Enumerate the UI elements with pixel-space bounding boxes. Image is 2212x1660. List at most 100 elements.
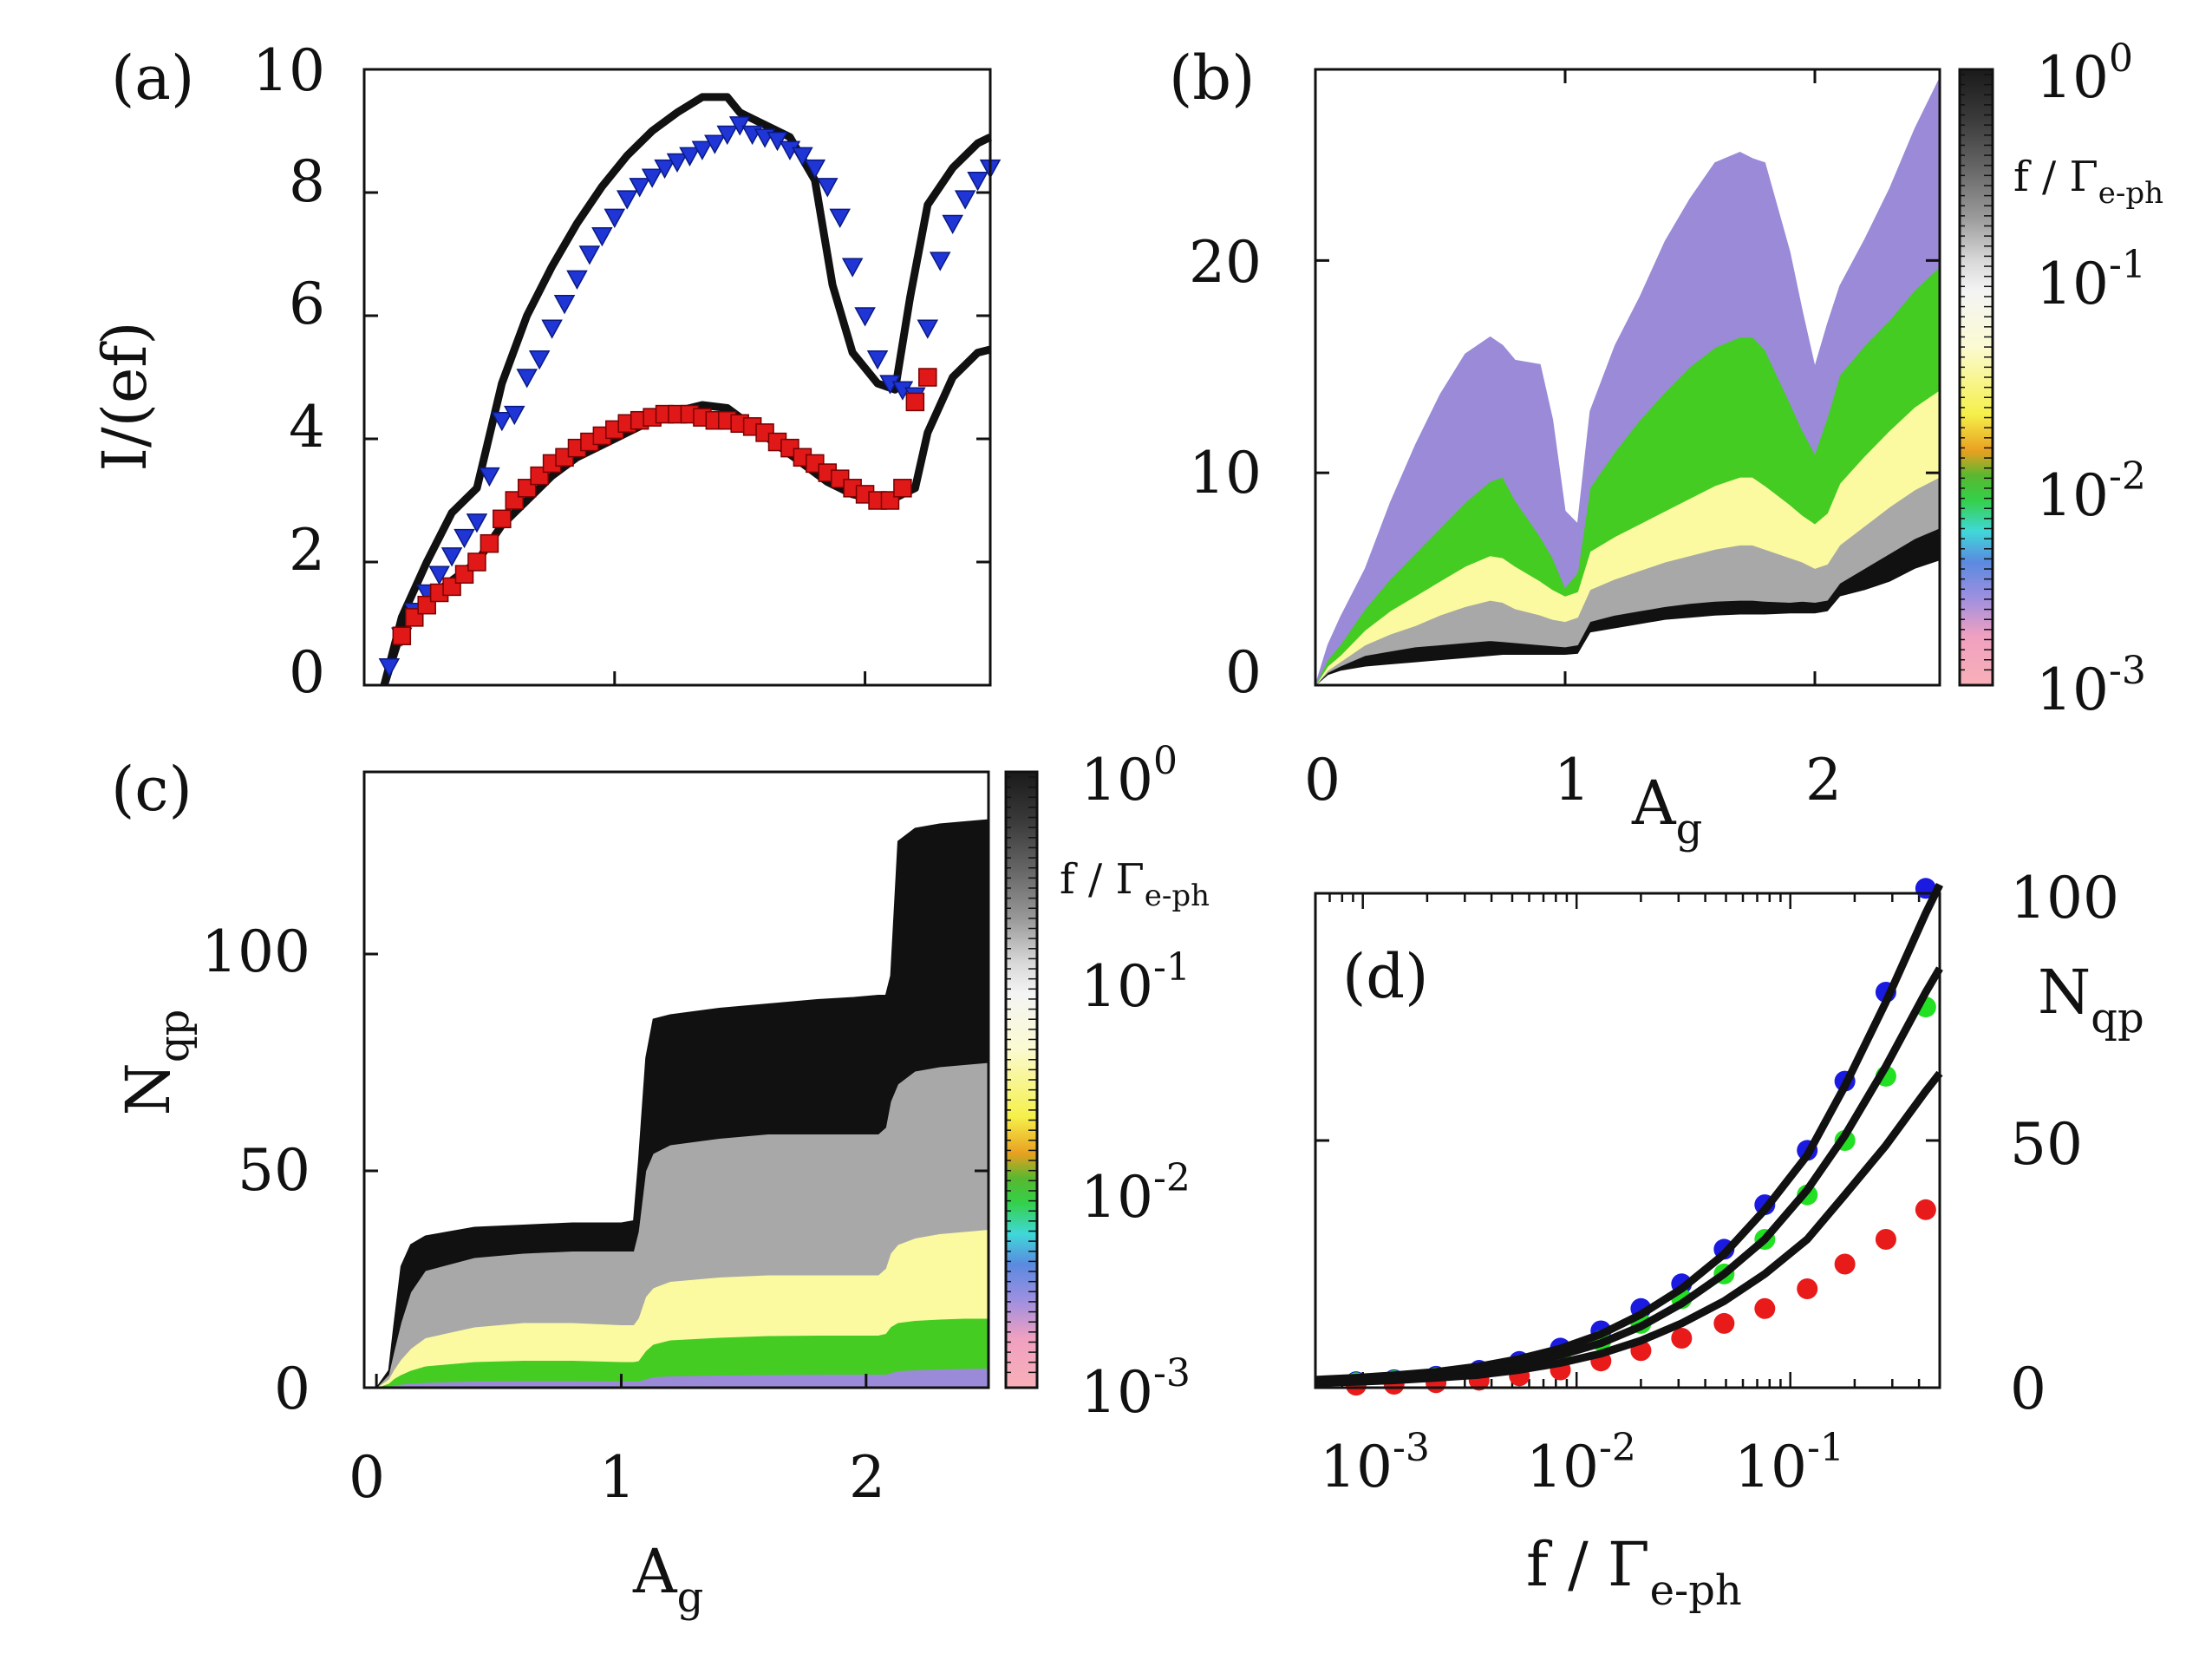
panel-a-label: (a) bbox=[111, 42, 194, 114]
panel-a-triangle-point bbox=[428, 565, 450, 585]
panel-a-ytick-0: 0 bbox=[289, 639, 325, 706]
panel-a-ytick-2: 2 bbox=[289, 517, 325, 584]
panel-a-triangle-point bbox=[578, 245, 601, 265]
panel-a-ytick-6: 6 bbox=[289, 271, 325, 337]
panel-a-ylabel: I/(ef) bbox=[89, 321, 160, 471]
panel-d-ytick-100: 100 bbox=[2010, 865, 2119, 931]
panel-d-ytick-50: 50 bbox=[2010, 1111, 2083, 1178]
panel-a-triangle-point bbox=[604, 208, 626, 228]
panel-a-square-point bbox=[480, 533, 499, 553]
panel-a: (a) I/(ef) 0 2 4 6 8 10 bbox=[89, 37, 1002, 706]
panel-b-ytick-20: 20 bbox=[1189, 229, 1262, 296]
panel-d-curve-bottom bbox=[1315, 1070, 1943, 1387]
panel-a-square-point bbox=[392, 626, 412, 645]
panel-c-xtick-2: 2 bbox=[849, 1444, 885, 1511]
panel-a-triangle-point bbox=[666, 153, 688, 173]
panel-c-colorbar bbox=[1006, 772, 1037, 1388]
panel-b-xtick-labels: 0 1 2 bbox=[1304, 747, 1842, 814]
panel-a-ytick-10: 10 bbox=[252, 37, 325, 104]
panel-a-triangle-point bbox=[679, 147, 701, 167]
panel-d-ytick-labels: 0 50 100 bbox=[2010, 865, 2119, 1422]
panel-d-red-point bbox=[1875, 1229, 1896, 1250]
panel-c-xtick-0: 0 bbox=[349, 1444, 385, 1511]
panel-b-ytick-labels: 0 10 20 bbox=[1189, 229, 1262, 706]
panel-b: (b) 0 10 20 0 1 2 Ag 100 10-1 10-2 10-3 … bbox=[1169, 36, 2163, 853]
panel-a-triangle-point bbox=[954, 190, 976, 210]
panel-a-triangle-point bbox=[866, 350, 889, 370]
panel-d-xlabel: f / Γe-ph bbox=[1526, 1529, 1742, 1615]
panel-d-red-point bbox=[1671, 1328, 1693, 1349]
panel-a-triangle-point bbox=[967, 172, 989, 192]
panel-d: (d) 0 50 100 Nqp 10-3 10-2 10-1 f / Γe-p… bbox=[1314, 865, 2144, 1615]
panel-c-ytick-0: 0 bbox=[274, 1356, 310, 1422]
panel-d-xtick-1e-2: 10-2 bbox=[1526, 1426, 1636, 1500]
panel-d-plot bbox=[1314, 878, 1944, 1396]
panel-c-xtick-labels: 0 1 2 bbox=[349, 1444, 885, 1511]
panel-b-xtick-2: 2 bbox=[1805, 747, 1842, 814]
panel-c-colorbar-frame bbox=[1004, 770, 1039, 1389]
panel-d-label: (d) bbox=[1342, 941, 1428, 1012]
panel-a-square-point bbox=[467, 552, 486, 572]
panel-c-ytick-labels: 0 50 100 bbox=[201, 918, 310, 1422]
panel-b-ytick-10: 10 bbox=[1189, 440, 1262, 506]
panel-c-cbar-label-0: 100 bbox=[1080, 739, 1178, 814]
panel-c-cbar-label-2: 10-2 bbox=[1080, 1156, 1191, 1231]
panel-a-triangle-point bbox=[829, 208, 851, 228]
panel-a-ytick-labels: 0 2 4 6 8 10 bbox=[252, 37, 325, 706]
panel-a-plot bbox=[362, 68, 1002, 687]
panel-d-red-point bbox=[1754, 1297, 1776, 1319]
panel-a-square-point bbox=[893, 479, 912, 498]
panel-d-xtick-labels: 10-3 10-2 10-1 bbox=[1320, 1426, 1844, 1500]
panel-a-theory-upper-line bbox=[380, 93, 992, 687]
panel-a-square-point bbox=[918, 368, 937, 387]
panel-d-red-point bbox=[1915, 1199, 1936, 1220]
panel-a-triangle-point bbox=[704, 134, 726, 154]
panel-b-cbar-label-1: 10-1 bbox=[2036, 243, 2146, 317]
panel-a-square-point bbox=[905, 392, 925, 412]
panel-b-colorbar-frame bbox=[1958, 68, 1994, 687]
panel-d-xtick-1e-1: 10-1 bbox=[1734, 1426, 1844, 1500]
panel-c: (c) Nqp 0 50 100 0 1 2 Ag 100 10-1 10-2 … bbox=[111, 739, 1210, 1622]
panel-a-triangle-point bbox=[479, 467, 500, 487]
panel-c-cbar-label-3: 10-3 bbox=[1080, 1351, 1191, 1426]
panel-c-ylabel: Nqp bbox=[113, 1010, 199, 1116]
panel-b-colorbar bbox=[1960, 69, 1993, 685]
panel-c-ytick-100: 100 bbox=[201, 918, 310, 985]
panel-a-triangle-point bbox=[716, 125, 739, 146]
panel-a-ytick-8: 8 bbox=[289, 148, 325, 215]
panel-a-triangle-point bbox=[466, 513, 488, 533]
panel-a-triangle-point bbox=[792, 147, 813, 167]
panel-a-square-point bbox=[493, 509, 512, 529]
panel-b-plot bbox=[1314, 69, 1941, 687]
panel-b-cbar-label-2: 10-2 bbox=[2036, 454, 2146, 529]
panel-a-triangle-point bbox=[591, 226, 613, 247]
panel-d-frame bbox=[1314, 892, 1941, 1389]
panel-a-triangle-point bbox=[942, 214, 963, 235]
panel-a-triangle-point bbox=[516, 369, 538, 389]
panel-c-plot bbox=[364, 819, 989, 1389]
panel-d-red-point bbox=[1713, 1312, 1735, 1334]
panel-a-triangle-point bbox=[804, 159, 826, 180]
panel-a-triangle-point bbox=[504, 405, 525, 426]
panel-b-cbar-title: f / Γe-ph bbox=[2013, 153, 2163, 211]
panel-a-triangle-point bbox=[929, 252, 951, 271]
panel-c-ytick-50: 50 bbox=[238, 1137, 310, 1204]
panel-a-triangle-point bbox=[691, 141, 714, 160]
panel-c-cbar-label-1: 10-1 bbox=[1080, 945, 1191, 1020]
panel-c-xtick-1: 1 bbox=[599, 1444, 636, 1511]
panel-b-xtick-0: 0 bbox=[1304, 747, 1341, 814]
panel-b-colorbar-labels: 100 10-1 10-2 10-3 f / Γe-ph bbox=[2013, 36, 2163, 723]
panel-b-label: (b) bbox=[1169, 42, 1255, 114]
panel-a-frame bbox=[362, 68, 992, 687]
panel-b-xlabel: Ag bbox=[1631, 768, 1702, 853]
panel-d-red-point bbox=[1797, 1278, 1818, 1299]
panel-d-xtick-1e-3: 10-3 bbox=[1320, 1426, 1430, 1500]
panel-a-triangle-point bbox=[453, 528, 475, 549]
panel-a-triangle-point bbox=[440, 547, 463, 567]
panel-a-triangle-point bbox=[854, 307, 876, 327]
panel-a-triangle-point bbox=[654, 159, 675, 180]
panel-d-red-point bbox=[1834, 1253, 1856, 1275]
panel-a-triangle-point bbox=[541, 319, 563, 339]
panel-c-frame bbox=[362, 770, 990, 1389]
panel-a-triangle-point bbox=[817, 178, 838, 198]
